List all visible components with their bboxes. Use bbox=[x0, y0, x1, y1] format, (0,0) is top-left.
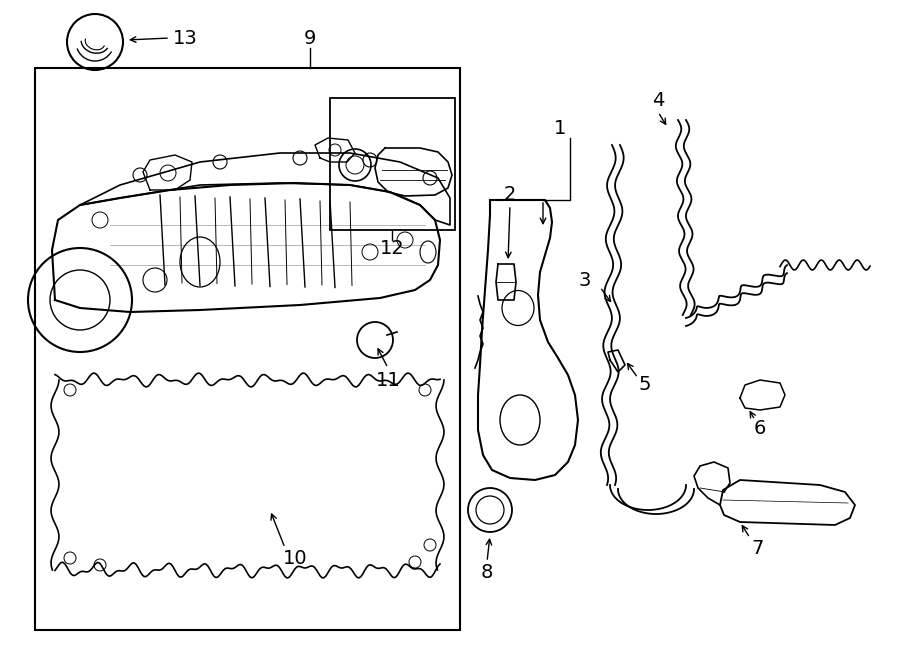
Bar bbox=[330, 98, 455, 230]
Text: 1: 1 bbox=[554, 118, 566, 137]
Text: 2: 2 bbox=[504, 186, 517, 204]
Bar bbox=[35, 68, 460, 630]
Text: 10: 10 bbox=[283, 549, 307, 568]
Text: 12: 12 bbox=[380, 239, 404, 258]
Text: 9: 9 bbox=[304, 28, 316, 48]
Text: 4: 4 bbox=[652, 91, 664, 110]
Text: 5: 5 bbox=[639, 375, 652, 395]
Text: 8: 8 bbox=[481, 563, 493, 582]
Text: 6: 6 bbox=[754, 418, 766, 438]
Text: 11: 11 bbox=[375, 371, 401, 389]
Text: 7: 7 bbox=[752, 539, 764, 557]
Text: 13: 13 bbox=[173, 28, 197, 48]
Text: 3: 3 bbox=[579, 270, 591, 290]
